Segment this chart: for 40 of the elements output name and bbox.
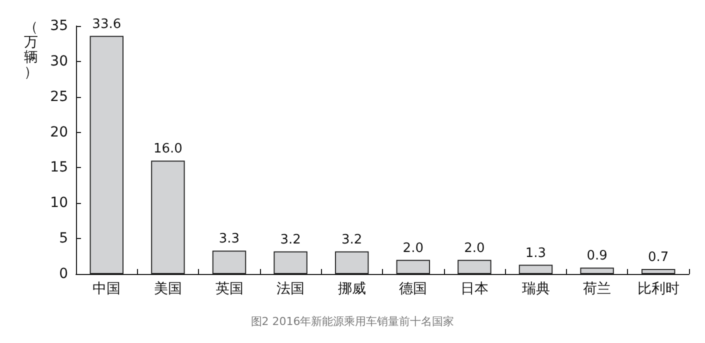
data-label: 2.0 [402,240,424,256]
bar [518,264,553,274]
y-tick-label: 15 [50,160,68,176]
bar [334,251,369,274]
data-label: 3.2 [342,232,362,248]
x-tick-label: 瑞典 [522,281,550,297]
x-tick-label: 英国 [215,281,244,297]
y-tick-label: 0 [59,266,68,282]
data-label: 33.6 [92,16,122,32]
data-label: 0.7 [648,250,669,266]
y-tick-label: 35 [50,18,68,34]
data-label: 3.2 [280,232,301,248]
data-label: 0.9 [586,248,608,264]
bar [458,260,492,274]
y-tick-label: 25 [50,88,68,105]
bar [90,36,124,274]
bar [212,250,246,274]
y-axis-title: （万辆） [24,20,38,80]
x-tick-label: 法国 [276,281,305,297]
x-tick-label: 日本 [460,281,488,297]
data-label: 3.3 [218,232,240,247]
x-tick-label: 中国 [92,281,121,297]
x-tick-label: 荷兰 [583,281,612,297]
bar [151,160,185,274]
data-label: 16.0 [153,142,182,157]
x-tick-label: 德国 [399,281,428,297]
x-tick-label: 挪威 [338,281,366,297]
y-tick-label: 10 [50,195,68,212]
x-tick-label: 比利时 [637,281,680,297]
bar [274,251,308,274]
bar [580,268,614,274]
caption: 图2 2016年新能源乘用车销量前十名国家 [250,315,454,328]
y-tick-label: 20 [50,124,68,140]
x-tick-label: 美国 [154,281,182,297]
data-label: 2.0 [464,240,485,256]
data-label: 1.3 [525,246,546,261]
bar [396,260,430,274]
bar [641,269,676,274]
y-tick-label: 30 [50,53,68,70]
y-tick-label: 5 [59,230,68,247]
